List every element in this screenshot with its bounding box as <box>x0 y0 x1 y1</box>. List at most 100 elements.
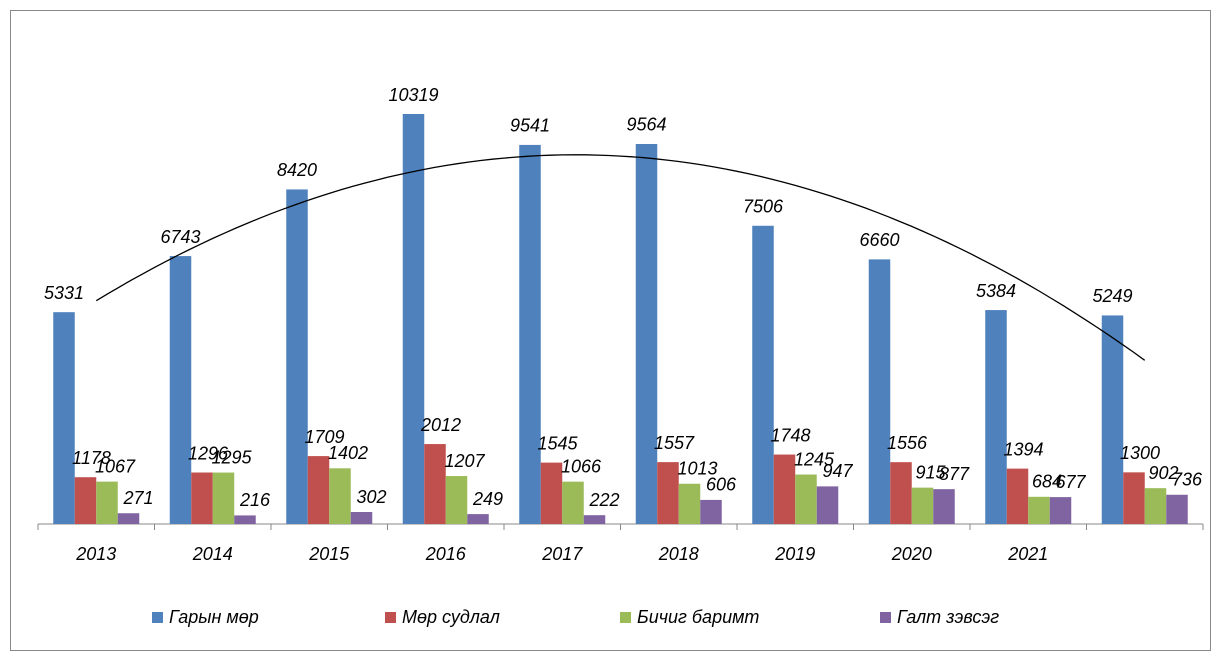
bar <box>350 512 373 524</box>
data-label: 9541 <box>510 116 550 136</box>
x-tick-label: 2014 <box>192 544 233 564</box>
bar <box>700 499 722 524</box>
data-label: 6660 <box>859 230 899 250</box>
data-label: 5384 <box>976 281 1016 301</box>
data-label: 1545 <box>537 433 578 453</box>
trendline <box>95 154 1146 361</box>
data-label: 1207 <box>444 451 485 471</box>
bar <box>402 114 425 524</box>
data-label: 1013 <box>677 459 717 479</box>
x-tick-label: 2020 <box>891 544 932 564</box>
data-label: 1556 <box>887 433 928 453</box>
legend-swatch <box>152 612 163 623</box>
legend-swatch <box>620 612 631 623</box>
bar <box>773 454 796 524</box>
data-label: 222 <box>588 490 619 510</box>
bar <box>1123 472 1145 524</box>
legend-label: Галт зэвсэг <box>897 607 999 627</box>
bar <box>635 143 658 525</box>
bar <box>1006 468 1029 524</box>
x-tick-label: 2015 <box>308 544 350 564</box>
data-label: 915 <box>915 462 946 482</box>
data-label: 1067 <box>95 456 136 476</box>
data-label: 1394 <box>1003 439 1043 459</box>
data-label: 684 <box>1032 472 1062 492</box>
bar <box>562 481 584 524</box>
data-label: 6743 <box>160 227 200 247</box>
bar <box>96 481 118 524</box>
data-label: 10319 <box>388 85 438 105</box>
data-label: 2012 <box>420 415 461 435</box>
bar <box>467 514 489 524</box>
data-label: 1295 <box>211 447 252 467</box>
bar <box>234 515 256 524</box>
x-tick-label: 2018 <box>658 544 699 564</box>
bar <box>657 462 679 524</box>
bar <box>752 225 774 524</box>
bar <box>212 472 235 524</box>
bar <box>74 477 97 524</box>
bar <box>795 474 817 524</box>
bar <box>933 489 955 524</box>
data-label: 9564 <box>626 115 666 135</box>
data-label: 1245 <box>794 449 835 469</box>
bar <box>307 456 330 524</box>
bar <box>191 472 213 524</box>
data-label: 1709 <box>304 427 344 447</box>
bar <box>53 312 75 524</box>
data-label: 677 <box>1055 472 1086 492</box>
bar <box>868 259 891 524</box>
bar <box>519 144 541 524</box>
data-label: 5249 <box>1092 286 1132 306</box>
bar <box>1144 488 1167 524</box>
data-label: 1557 <box>654 433 695 453</box>
legend-swatch <box>880 612 891 623</box>
bar <box>286 189 308 524</box>
bar <box>540 462 563 524</box>
bar <box>1049 497 1072 524</box>
bar <box>1101 315 1124 524</box>
data-label: 271 <box>122 488 153 508</box>
data-label: 249 <box>472 489 503 509</box>
data-label: 1748 <box>770 425 810 445</box>
bar <box>329 468 351 524</box>
bar <box>1028 496 1050 524</box>
data-label: 8420 <box>277 160 317 180</box>
x-tick-label: 2021 <box>1007 544 1048 564</box>
data-label: 877 <box>939 464 970 484</box>
data-label: 1066 <box>561 456 602 476</box>
bar <box>424 444 446 524</box>
data-label: 947 <box>822 461 853 481</box>
x-tick-label: 2016 <box>425 544 467 564</box>
legend-label: Гарын мөр <box>169 607 259 627</box>
data-label: 902 <box>1148 463 1178 483</box>
data-label: 7506 <box>743 197 784 217</box>
x-tick-label: 2017 <box>541 544 583 564</box>
bar <box>583 515 606 524</box>
legend-swatch <box>385 612 396 623</box>
data-label: 5331 <box>44 283 84 303</box>
bar <box>1166 494 1188 524</box>
data-label: 736 <box>1172 470 1203 490</box>
bar <box>816 486 839 524</box>
bar <box>445 476 468 524</box>
data-label: 1178 <box>72 448 111 468</box>
data-label: 1300 <box>1120 443 1160 463</box>
data-label: 216 <box>239 490 271 510</box>
bar <box>169 256 192 524</box>
x-tick-label: 2013 <box>75 544 116 564</box>
bar <box>985 310 1007 524</box>
bar <box>678 483 701 524</box>
legend-label: Мөр судлал <box>402 607 500 627</box>
x-tick-label: 2019 <box>774 544 815 564</box>
data-label: 302 <box>356 487 386 507</box>
bar <box>911 487 934 524</box>
bar <box>117 513 140 524</box>
data-label: 1402 <box>328 443 368 463</box>
data-label: 606 <box>706 475 737 495</box>
bar <box>890 462 912 524</box>
legend-label: Бичиг баримт <box>637 607 759 627</box>
chart-frame <box>10 10 1211 651</box>
